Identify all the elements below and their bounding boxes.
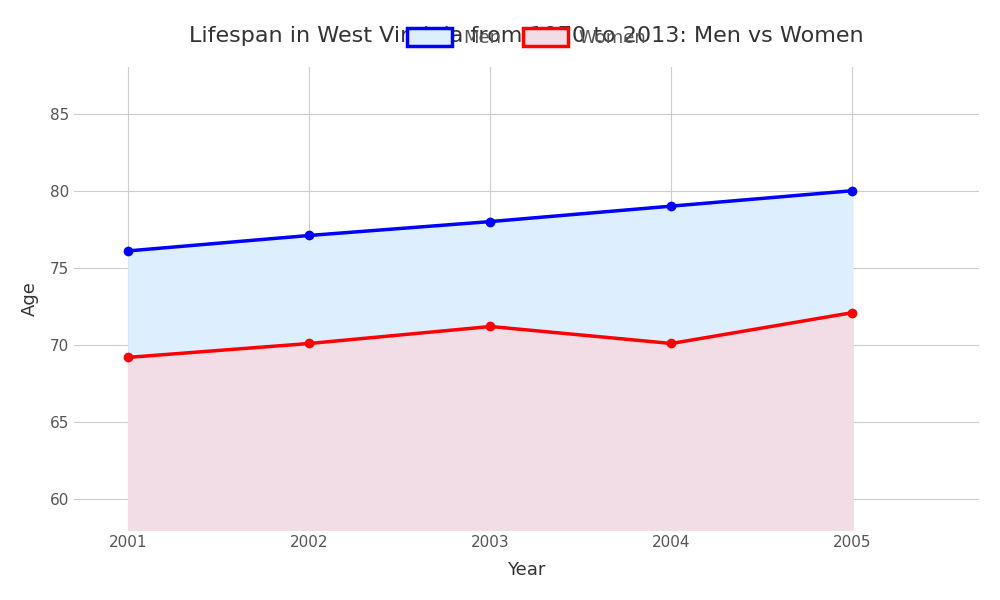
X-axis label: Year: Year [507,561,546,579]
Legend: Men, Women: Men, Women [400,21,654,55]
Title: Lifespan in West Virginia from 1970 to 2013: Men vs Women: Lifespan in West Virginia from 1970 to 2… [189,26,864,46]
Y-axis label: Age: Age [21,281,39,316]
